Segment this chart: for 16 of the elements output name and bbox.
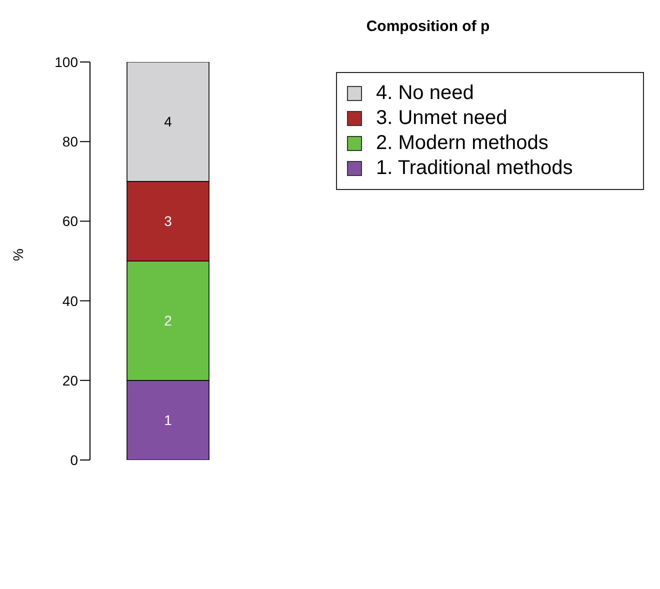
text: 2. Modern methods (376, 132, 548, 155)
annotation: 2 (164, 312, 172, 329)
annotation: 4 (164, 114, 172, 130)
annotation: 3 (164, 213, 172, 230)
y-axis-title: % (10, 248, 26, 261)
y-tick-label: 0 (70, 452, 78, 468)
legend-label: 3. Unmet need (376, 107, 508, 130)
y-tick-label: 100 (54, 54, 78, 70)
legend-label: 4. No need (376, 82, 474, 105)
y-tick-label: 20 (62, 372, 78, 388)
y-tick-label: 40 (62, 292, 78, 309)
legend-label: 1. Traditional methods (376, 157, 573, 180)
text: Composition of p (365, 18, 491, 35)
y-tick-label: 60 (62, 213, 78, 230)
y-tick-label: 80 (62, 134, 78, 150)
annotation: 1 (164, 412, 172, 428)
